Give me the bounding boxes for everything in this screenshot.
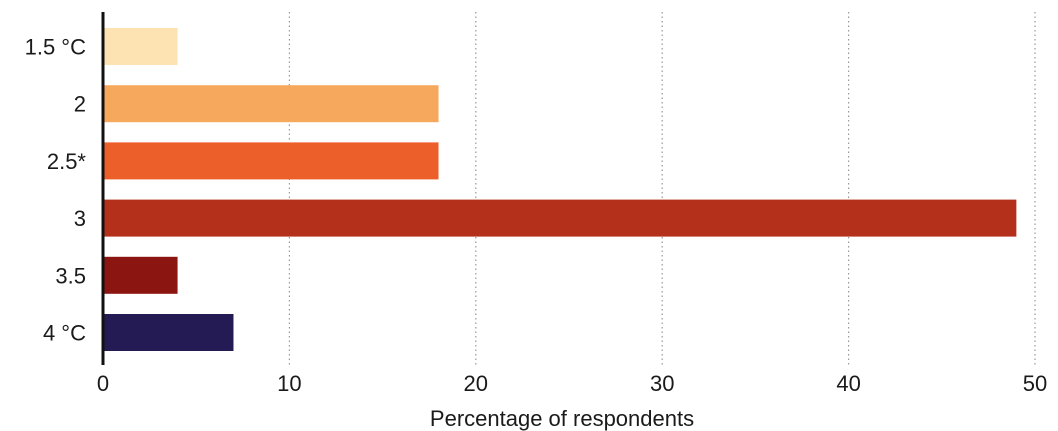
- bar-2: [104, 85, 439, 123]
- x-tick-label-20: 20: [464, 371, 488, 396]
- x-tick-label-10: 10: [277, 371, 301, 396]
- x-tick-labels: 0 10 20 30 40 50: [97, 371, 1047, 396]
- y-tick-label-1: 1.5 °C: [25, 35, 86, 60]
- x-tick-label-50: 50: [1023, 371, 1047, 396]
- x-tick-label-40: 40: [836, 371, 860, 396]
- bars: [104, 28, 1017, 351]
- bar-5: [104, 256, 178, 294]
- y-tick-labels: 1.5 °C 2 2.5* 3 3.5 4 °C: [25, 35, 87, 346]
- y-tick-label-3: 2.5*: [47, 149, 87, 174]
- y-tick-label-6: 4 °C: [43, 321, 86, 346]
- y-tick-label-2: 2: [74, 92, 86, 117]
- bar-6: [104, 314, 234, 351]
- x-tick-label-30: 30: [650, 371, 674, 396]
- bar-3: [104, 142, 439, 180]
- x-axis-title: Percentage of respondents: [430, 406, 694, 431]
- x-tick-label-0: 0: [97, 371, 109, 396]
- bar-1: [104, 28, 178, 65]
- grid-lines: [288, 12, 1036, 365]
- y-tick-label-5: 3.5: [55, 263, 86, 288]
- y-tick-label-4: 3: [74, 206, 86, 231]
- bar-4: [104, 199, 1017, 237]
